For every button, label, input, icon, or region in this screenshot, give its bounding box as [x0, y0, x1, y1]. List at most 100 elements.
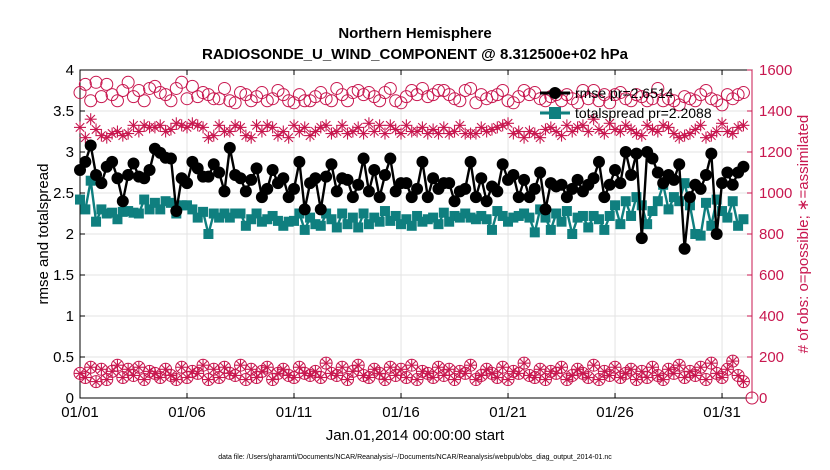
- tick-layer: 01/01 01/06 01/11 01/16 01/21 01/26 01/31 0 0.5 1…: [53, 62, 792, 421]
- assimilated-obs-point: [229, 369, 242, 382]
- spread-point: [369, 212, 380, 223]
- assimilated-obs-point: [282, 369, 295, 382]
- spread-point: [433, 219, 444, 230]
- assimilated-obs-point: [368, 125, 381, 138]
- assimilated-obs-point: [555, 361, 568, 374]
- spread-point: [363, 219, 374, 230]
- assimilated-obs-point: [710, 125, 723, 138]
- rmse-point: [683, 191, 696, 204]
- spread-point: [96, 204, 107, 215]
- spread-point: [75, 194, 85, 205]
- assimilated-obs-point: [635, 129, 648, 142]
- spread-point: [444, 216, 455, 227]
- assimilated-obs-point: [539, 123, 552, 136]
- spread-point: [674, 196, 685, 207]
- assimilated-obs-point: [651, 125, 664, 138]
- possible-obs-point: [662, 92, 676, 106]
- spread-point: [486, 224, 497, 235]
- rmse-point: [116, 195, 129, 208]
- spread-point: [711, 194, 722, 205]
- rmse-point: [603, 178, 616, 191]
- assimilated-obs-point: [609, 361, 622, 374]
- spread-point: [358, 208, 369, 219]
- assimilated-obs-point: [84, 113, 97, 126]
- assimilated-obs-point: [400, 119, 413, 132]
- spread-point: [187, 204, 198, 215]
- rmse-point: [667, 173, 680, 186]
- rmse-point: [646, 152, 659, 165]
- spread-point: [492, 206, 503, 217]
- assimilated-obs-point: [90, 375, 103, 388]
- spread-point: [465, 212, 476, 223]
- spread-point: [262, 214, 273, 225]
- assimilated-obs-point: [207, 129, 220, 142]
- assimilated-obs-point: [122, 127, 135, 140]
- possible-obs-point: [191, 90, 205, 104]
- spread-point: [545, 224, 556, 235]
- assimilated-obs-point: [74, 121, 86, 134]
- assimilated-obs-point: [469, 127, 482, 140]
- rmse-point: [480, 195, 493, 208]
- legend-spread-marker: [549, 107, 561, 119]
- assimilated-obs-point: [320, 357, 333, 370]
- spread-point: [642, 219, 653, 230]
- rmse-point: [143, 164, 156, 177]
- spread-point: [577, 210, 588, 221]
- rmse-point: [245, 173, 258, 186]
- y-right-tick-label: 400: [759, 308, 784, 325]
- assimilated-obs-point: [239, 373, 252, 386]
- rmse-point: [571, 173, 584, 186]
- spread-point: [123, 206, 134, 217]
- rmse-point: [223, 141, 236, 154]
- assimilated-obs-point: [191, 119, 204, 132]
- assimilated-obs-point: [250, 371, 263, 384]
- assimilated-obs-point: [726, 355, 739, 368]
- assimilated-obs-point: [325, 127, 338, 140]
- spread-point: [224, 212, 235, 223]
- assimilated-obs-point: [662, 121, 675, 134]
- spread-point: [593, 214, 604, 225]
- spread-point: [176, 200, 187, 211]
- spread-point: [385, 215, 396, 226]
- spread-point: [315, 220, 326, 231]
- y-axis-label-right: # of obs: o=possible; ∗=assimilated: [795, 115, 812, 354]
- rmse-point: [635, 232, 648, 245]
- possible-obs-point: [228, 96, 242, 110]
- rmse-point: [518, 173, 531, 186]
- assimilated-obs-point: [598, 127, 611, 140]
- spread-point: [733, 220, 744, 231]
- assimilated-obs-point: [395, 363, 408, 376]
- possible-obs-point: [656, 94, 670, 108]
- assimilated-obs-point: [138, 373, 151, 386]
- rmse-point: [721, 166, 734, 179]
- assimilated-obs-point: [411, 125, 424, 138]
- rmse-point: [609, 164, 622, 177]
- x-tick-label: 01/26: [596, 404, 634, 421]
- series-1: [75, 175, 749, 241]
- assimilated-obs-point: [400, 371, 413, 384]
- y-tick-label: 3.5: [53, 103, 74, 120]
- assimilated-obs-point: [218, 361, 231, 374]
- assimilated-obs-point: [213, 371, 226, 384]
- rmse-point: [475, 172, 488, 185]
- assimilated-obs-point: [197, 121, 210, 134]
- rmse-point: [699, 168, 712, 181]
- spread-point: [599, 224, 610, 235]
- assimilated-obs-point: [694, 119, 707, 132]
- possible-obs-point: [234, 86, 248, 100]
- assimilated-obs-point: [609, 123, 622, 136]
- assimilated-obs-point: [448, 373, 461, 386]
- rmse-point: [288, 182, 301, 195]
- assimilated-obs-point: [186, 117, 199, 130]
- spread-point: [160, 196, 171, 207]
- assimilated-obs-point: [716, 117, 729, 130]
- spread-point: [326, 214, 337, 225]
- assimilated-obs-point: [678, 129, 691, 142]
- possible-obs-point: [223, 94, 237, 108]
- rmse-point: [325, 158, 338, 171]
- assimilated-obs-point: [603, 117, 616, 130]
- possible-obs-point: [453, 94, 467, 108]
- legend-spread-label: totalspread pr=2.2088: [575, 105, 712, 121]
- legend-rmse-marker: [549, 87, 561, 99]
- assimilated-obs-point: [485, 123, 498, 136]
